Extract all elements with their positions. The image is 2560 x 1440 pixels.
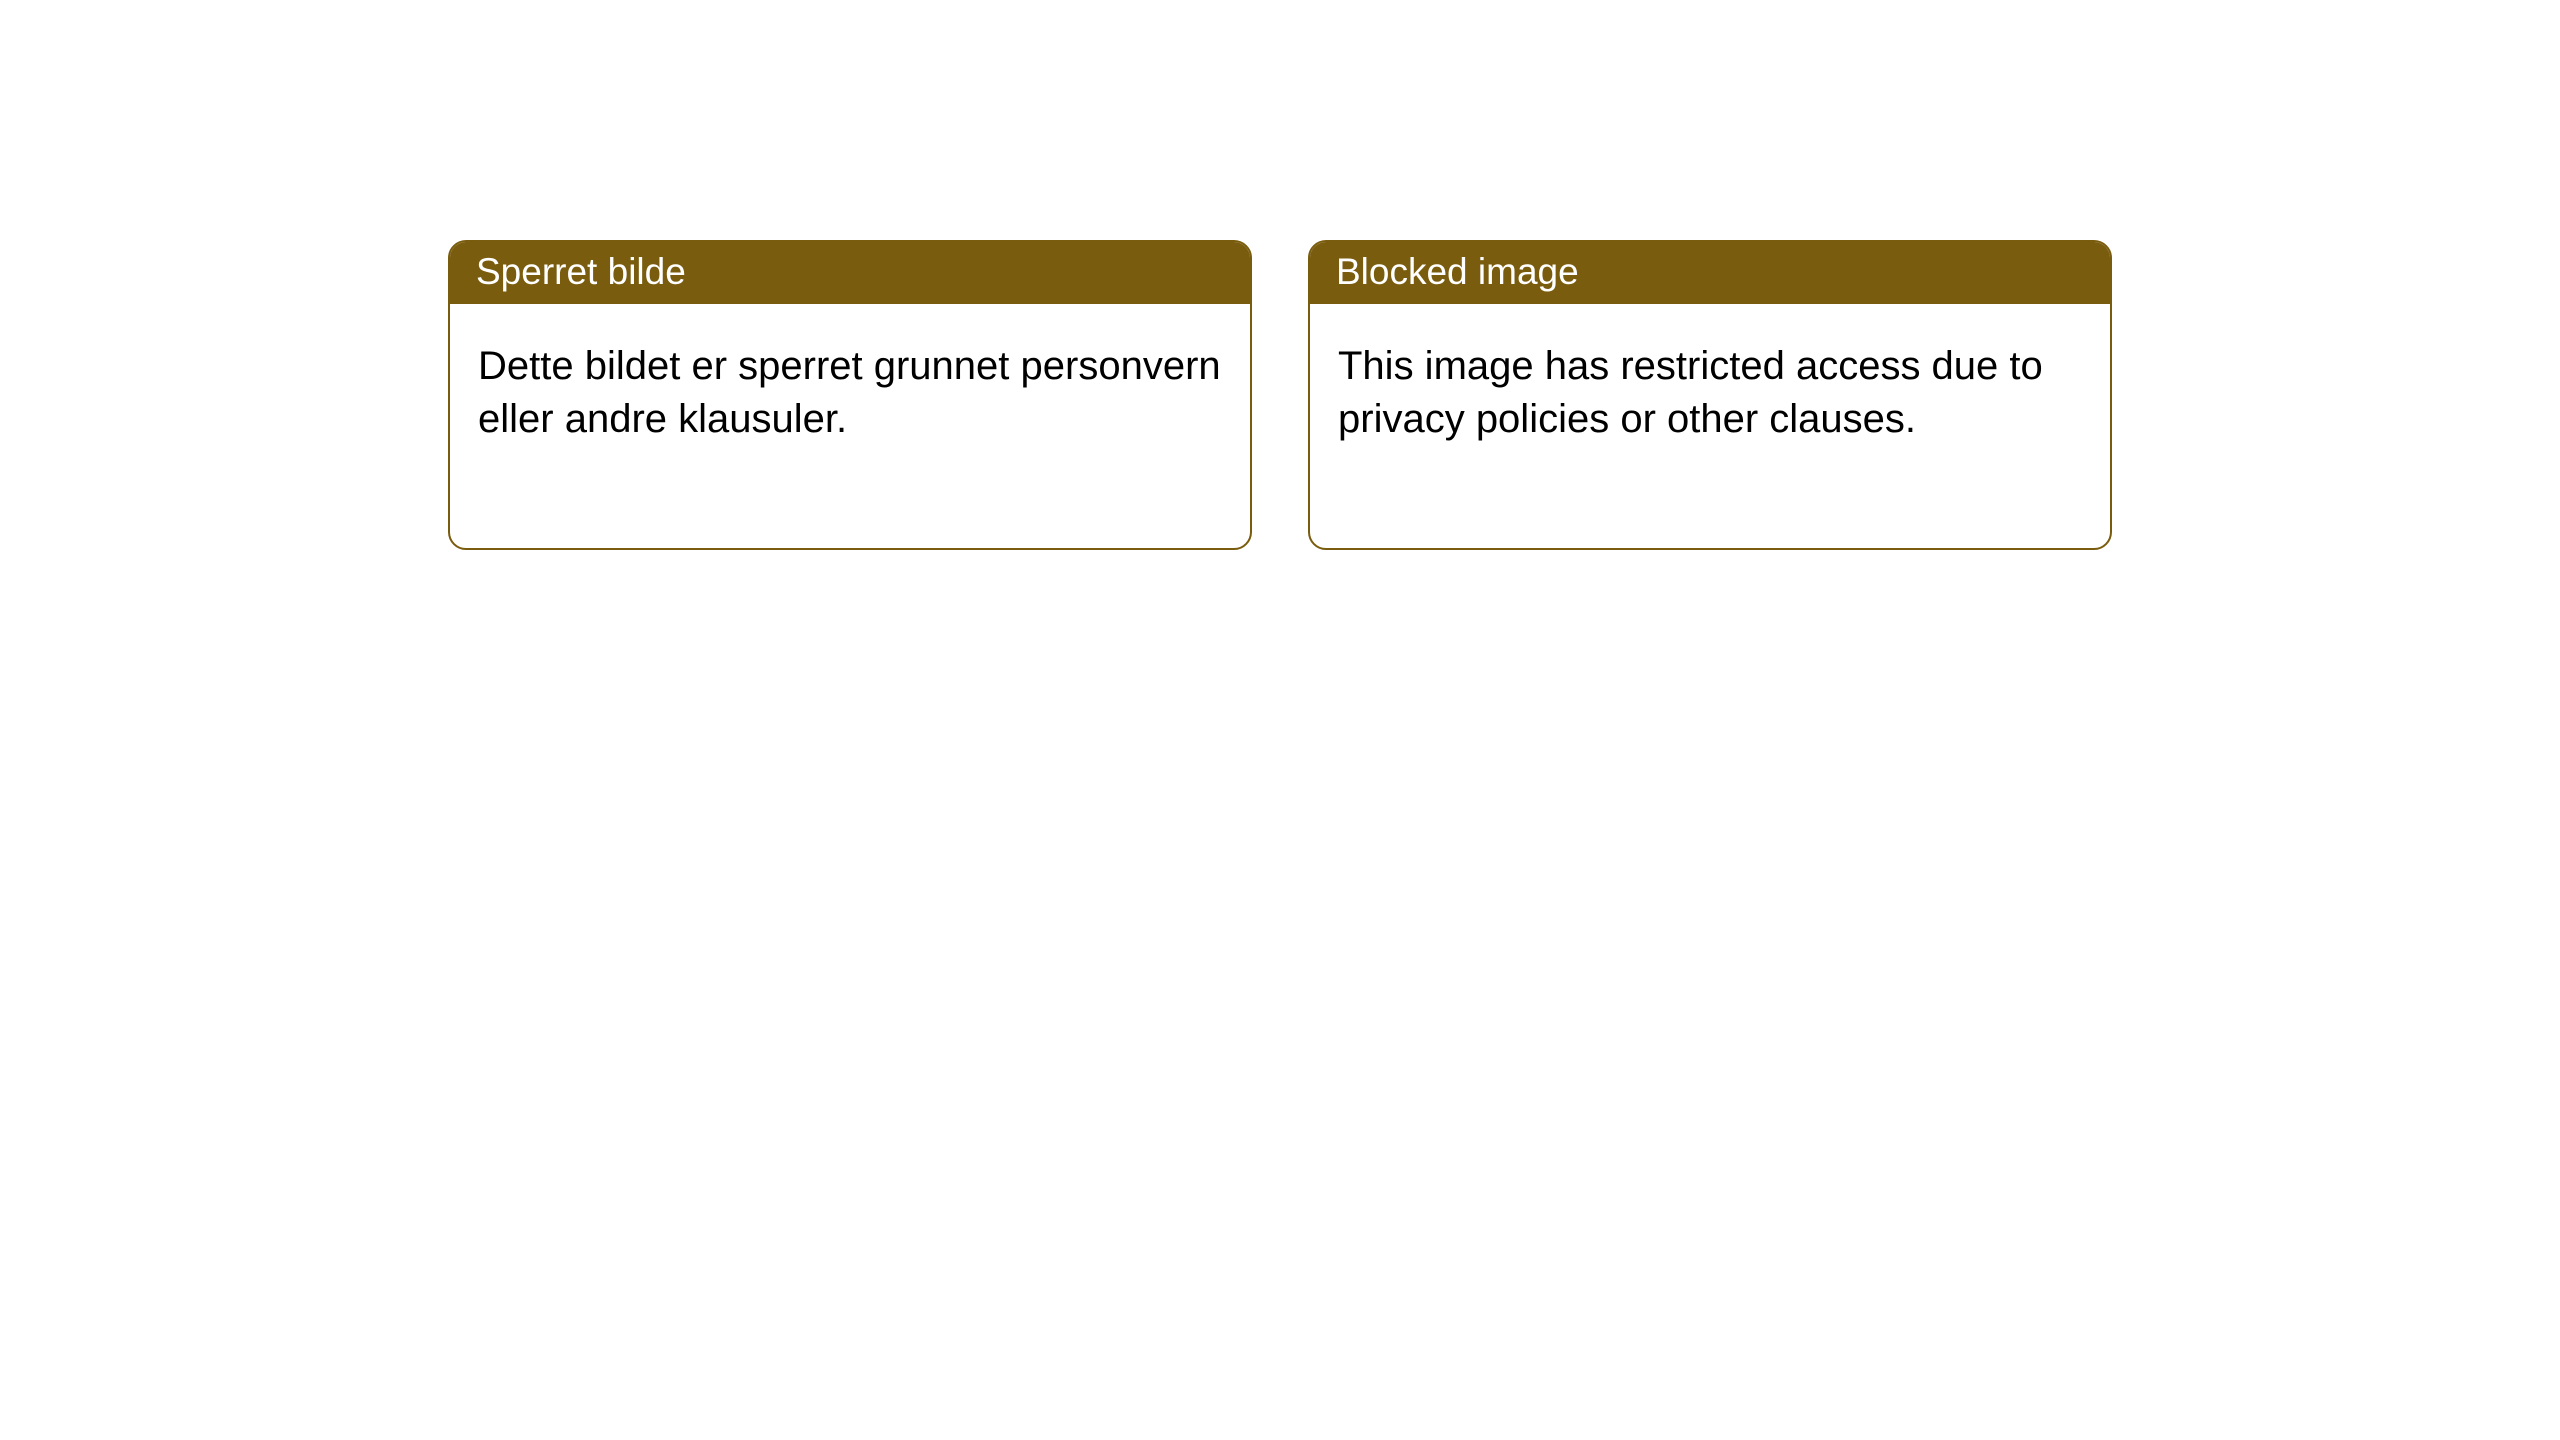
notice-container: Sperret bilde Dette bildet er sperret gr…: [0, 0, 2560, 550]
blocked-image-card-en: Blocked image This image has restricted …: [1308, 240, 2112, 550]
card-body-no: Dette bildet er sperret grunnet personve…: [450, 304, 1250, 548]
card-body-en: This image has restricted access due to …: [1310, 304, 2110, 548]
blocked-image-card-no: Sperret bilde Dette bildet er sperret gr…: [448, 240, 1252, 550]
card-header-en: Blocked image: [1310, 242, 2110, 304]
card-header-no: Sperret bilde: [450, 242, 1250, 304]
